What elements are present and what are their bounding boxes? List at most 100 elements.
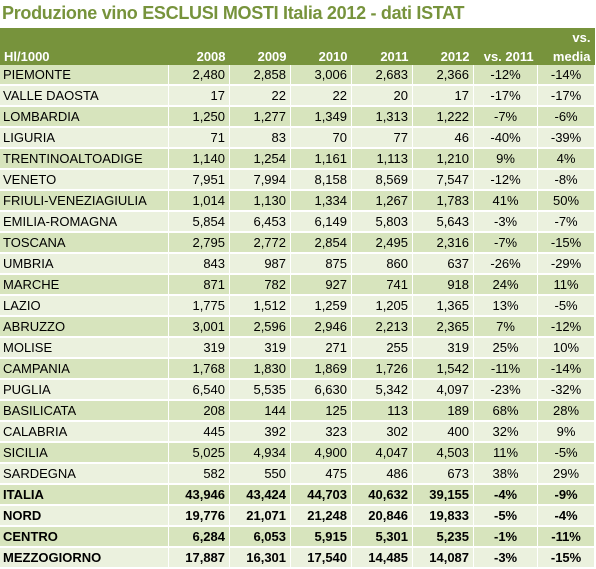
vs-media-cell: 28% (537, 400, 595, 422)
value-cell-2011: 2,213 (351, 316, 414, 338)
table-row: SARDEGNA 582 550 475 486 673 38% 29% (0, 463, 595, 485)
value-cell-2010: 927 (290, 274, 353, 296)
region-name-cell: BASILICATA (0, 400, 170, 422)
value-cell-2010: 21,248 (290, 505, 353, 527)
table-row: MOLISE 319 319 271 255 319 25% 10% (0, 337, 595, 359)
vs-2011-cell: -12% (473, 169, 539, 191)
header-year-2010: 2010 (290, 46, 352, 65)
value-cell-2009: 1,277 (229, 106, 292, 128)
table-row: NORD 19,776 21,071 21,248 20,846 19,833 -5% -4% (0, 505, 595, 527)
table-row: TOSCANA 2,795 2,772 2,854 2,495 2,316 -7% -15% (0, 232, 595, 254)
vs-2011-cell: -1% (473, 526, 539, 548)
value-cell-2011: 2,495 (351, 232, 414, 254)
value-cell-2012: 319 (412, 337, 475, 359)
value-cell-2012: 19,833 (412, 505, 475, 527)
vs-2011-cell: -3% (473, 547, 539, 569)
value-cell-2012: 189 (412, 400, 475, 422)
value-cell-2009: 4,934 (229, 442, 292, 464)
vs-2011-cell: 32% (473, 421, 539, 443)
vs-2011-cell: -3% (473, 211, 539, 233)
value-cell-2012: 2,365 (412, 316, 475, 338)
value-cell-2012: 5,235 (412, 526, 475, 548)
value-cell-2008: 71 (168, 127, 231, 149)
value-cell-2011: 8,569 (351, 169, 414, 191)
value-cell-2012: 637 (412, 253, 475, 275)
value-cell-2009: 144 (229, 400, 292, 422)
region-name-cell: CENTRO (0, 526, 170, 548)
region-name-cell: MARCHE (0, 274, 170, 296)
value-cell-2009: 2,596 (229, 316, 292, 338)
region-name-cell: LAZIO (0, 295, 170, 317)
value-cell-2012: 1,542 (412, 358, 475, 380)
vs-2011-cell: 11% (473, 442, 539, 464)
vs-2011-cell: -7% (473, 232, 539, 254)
table-row: SICILIA 5,025 4,934 4,900 4,047 4,503 11% -5% (0, 442, 595, 464)
value-cell-2008: 17 (168, 85, 231, 107)
value-cell-2009: 21,071 (229, 505, 292, 527)
value-cell-2009: 2,772 (229, 232, 292, 254)
value-cell-2010: 70 (290, 127, 353, 149)
value-cell-2010: 6,630 (290, 379, 353, 401)
table-row: LAZIO 1,775 1,512 1,259 1,205 1,365 13% -5% (0, 295, 595, 317)
value-cell-2008: 445 (168, 421, 231, 443)
region-name-cell: MEZZOGIORNO (0, 547, 170, 569)
value-cell-2011: 14,485 (351, 547, 414, 569)
vs-2011-cell: 41% (473, 190, 539, 212)
value-cell-2008: 19,776 (168, 505, 231, 527)
region-name-cell: FRIULI-VENEZIAGIULIA (0, 190, 170, 212)
value-cell-2008: 2,480 (168, 65, 231, 86)
value-cell-2011: 1,313 (351, 106, 414, 128)
value-cell-2009: 83 (229, 127, 292, 149)
vs-2011-cell: -7% (473, 106, 539, 128)
value-cell-2012: 2,316 (412, 232, 475, 254)
value-cell-2010: 875 (290, 253, 353, 275)
region-name-cell: ITALIA (0, 484, 170, 506)
vs-2011-cell: 24% (473, 274, 539, 296)
region-name-cell: NORD (0, 505, 170, 527)
value-cell-2009: 1,830 (229, 358, 292, 380)
value-cell-2010: 1,334 (290, 190, 353, 212)
region-name-cell: SARDEGNA (0, 463, 170, 485)
value-cell-2009: 5,535 (229, 379, 292, 401)
vs-2011-cell: 9% (473, 148, 539, 170)
value-cell-2009: 2,858 (229, 65, 292, 86)
header-year-2011: 2011 (351, 46, 413, 65)
header-vs-media-top: vs. (537, 28, 595, 46)
value-cell-2011: 1,113 (351, 148, 414, 170)
region-name-cell: UMBRIA (0, 253, 170, 275)
value-cell-2010: 2,946 (290, 316, 353, 338)
value-cell-2010: 6,149 (290, 211, 353, 233)
value-cell-2008: 208 (168, 400, 231, 422)
value-cell-2011: 486 (351, 463, 414, 485)
value-cell-2012: 673 (412, 463, 475, 485)
header-unit: Hl/1000 (0, 46, 169, 65)
vs-2011-cell: -5% (473, 505, 539, 527)
vs-media-cell: 11% (537, 274, 595, 296)
value-cell-2010: 323 (290, 421, 353, 443)
vs-media-cell: -5% (537, 295, 595, 317)
vs-2011-cell: 68% (473, 400, 539, 422)
value-cell-2011: 741 (351, 274, 414, 296)
value-cell-2009: 392 (229, 421, 292, 443)
value-cell-2010: 1,259 (290, 295, 353, 317)
value-cell-2008: 6,540 (168, 379, 231, 401)
header-year-2008: 2008 (168, 46, 230, 65)
value-cell-2010: 1,161 (290, 148, 353, 170)
vs-2011-cell: 25% (473, 337, 539, 359)
value-cell-2010: 1,869 (290, 358, 353, 380)
value-cell-2011: 1,205 (351, 295, 414, 317)
table-row: LOMBARDIA 1,250 1,277 1,349 1,313 1,222 -7% -6% (0, 106, 595, 128)
value-cell-2012: 5,643 (412, 211, 475, 233)
value-cell-2010: 475 (290, 463, 353, 485)
vs-2011-cell: -26% (473, 253, 539, 275)
value-cell-2008: 582 (168, 463, 231, 485)
value-cell-2008: 1,014 (168, 190, 231, 212)
table-row: ABRUZZO 3,001 2,596 2,946 2,213 2,365 7% -12% (0, 316, 595, 338)
vs-media-cell: 4% (537, 148, 595, 170)
vs-2011-cell: -23% (473, 379, 539, 401)
value-cell-2011: 2,683 (351, 65, 414, 86)
value-cell-2010: 1,349 (290, 106, 353, 128)
value-cell-2012: 7,547 (412, 169, 475, 191)
value-cell-2009: 1,130 (229, 190, 292, 212)
vs-2011-cell: -40% (473, 127, 539, 149)
